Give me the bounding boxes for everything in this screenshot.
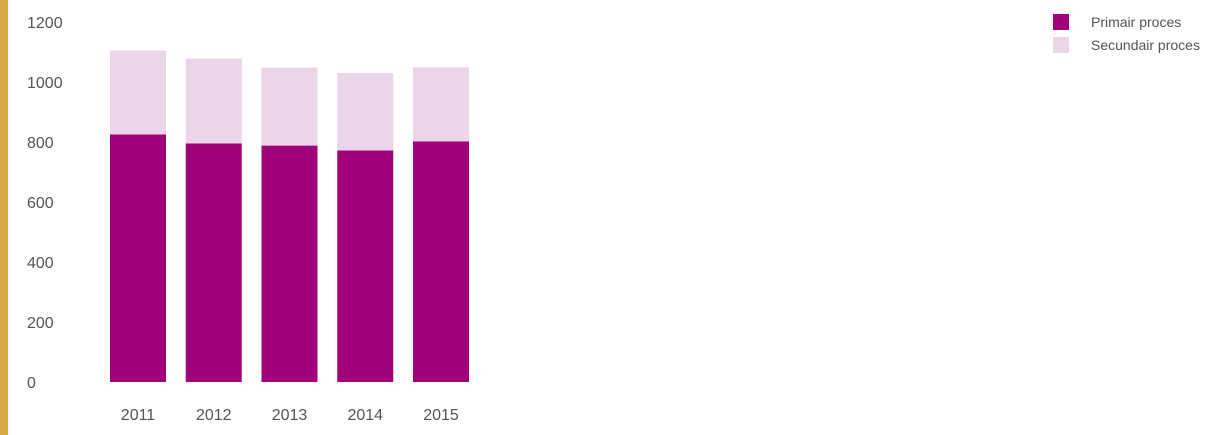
y-tick-label: 1000 <box>27 75 63 92</box>
bar-primair-2012 <box>185 143 242 382</box>
x-tick-label: 2012 <box>196 407 232 424</box>
bar-secundair-2014 <box>337 73 394 151</box>
bar-secundair-2015 <box>413 67 469 142</box>
x-tick-label: 2013 <box>272 407 308 424</box>
y-tick-label: 600 <box>27 195 54 212</box>
x-tick-label: 2011 <box>121 407 156 424</box>
y-axis: 0 200 400 600 800 1000 1200 <box>27 15 63 392</box>
legend-swatch-secundair <box>1053 37 1069 53</box>
y-tick-label: 1200 <box>27 15 63 32</box>
bar-secundair-2012 <box>185 58 242 144</box>
x-tick-label: 2014 <box>347 407 383 424</box>
legend-item-secundair: Secundair proces <box>1053 35 1200 55</box>
bar-primair-2015 <box>413 141 469 382</box>
y-tick-label: 800 <box>27 135 54 152</box>
legend-item-primair: Primair proces <box>1053 12 1200 32</box>
bar-secundair-2013 <box>261 67 318 146</box>
x-axis: 2011 2012 2013 2014 2015 <box>121 407 459 424</box>
bar-primair-2013 <box>261 145 318 382</box>
y-tick-label: 200 <box>27 315 54 332</box>
legend: Primair proces Secundair proces <box>1053 12 1200 58</box>
legend-swatch-primair <box>1053 14 1069 30</box>
legend-label-secundair: Secundair proces <box>1091 37 1200 53</box>
left-accent-bar <box>0 0 8 435</box>
bar-secundair-2011 <box>110 50 166 135</box>
bar-primair-2011 <box>110 134 166 382</box>
legend-label-primair: Primair proces <box>1091 14 1182 30</box>
y-tick-label: 400 <box>27 255 54 272</box>
x-tick-label: 2015 <box>423 407 459 424</box>
bar-primair-2014 <box>337 150 394 382</box>
bars <box>110 50 469 382</box>
y-tick-label: 0 <box>27 375 36 392</box>
